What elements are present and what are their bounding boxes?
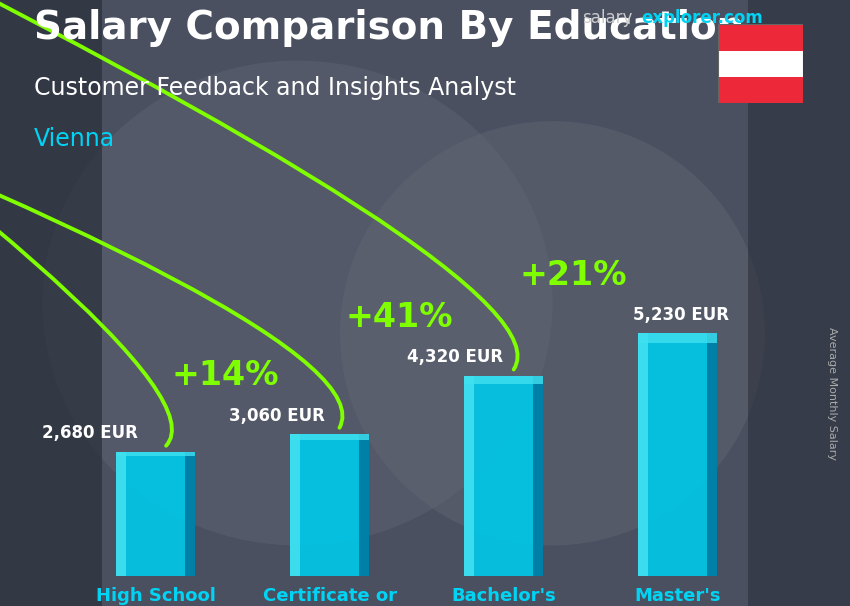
Bar xyxy=(360,434,369,576)
Ellipse shape xyxy=(42,61,552,545)
Text: 4,320 EUR: 4,320 EUR xyxy=(406,348,503,366)
Bar xyxy=(748,0,850,606)
Bar xyxy=(291,434,369,576)
Text: 3,060 EUR: 3,060 EUR xyxy=(230,407,326,425)
Bar xyxy=(718,50,803,77)
Text: Salary Comparison By Education: Salary Comparison By Education xyxy=(34,9,745,47)
Bar xyxy=(291,434,369,439)
Text: Customer Feedback and Insights Analyst: Customer Feedback and Insights Analyst xyxy=(34,76,516,100)
Text: +41%: +41% xyxy=(345,301,453,334)
Bar xyxy=(0,0,102,606)
Text: 5,230 EUR: 5,230 EUR xyxy=(633,306,729,324)
Text: salary: salary xyxy=(582,9,632,27)
Bar xyxy=(185,451,195,576)
Text: Vienna: Vienna xyxy=(34,127,115,152)
Bar xyxy=(116,451,195,456)
Text: Average Monthly Salary: Average Monthly Salary xyxy=(827,327,837,461)
Bar xyxy=(464,376,473,576)
Bar xyxy=(638,333,717,343)
Bar xyxy=(116,451,126,576)
Bar xyxy=(464,376,542,576)
Text: 2,680 EUR: 2,680 EUR xyxy=(42,424,138,442)
Bar xyxy=(707,333,717,576)
Text: explorer.com: explorer.com xyxy=(642,9,763,27)
Bar xyxy=(533,376,542,576)
Bar xyxy=(638,333,648,576)
Text: +14%: +14% xyxy=(172,359,279,392)
Bar xyxy=(116,451,195,576)
Bar xyxy=(291,434,300,576)
Bar xyxy=(718,24,803,50)
Bar xyxy=(718,77,803,103)
Ellipse shape xyxy=(340,121,765,545)
Text: +21%: +21% xyxy=(519,259,626,291)
Bar xyxy=(638,333,717,576)
Bar xyxy=(464,376,542,384)
